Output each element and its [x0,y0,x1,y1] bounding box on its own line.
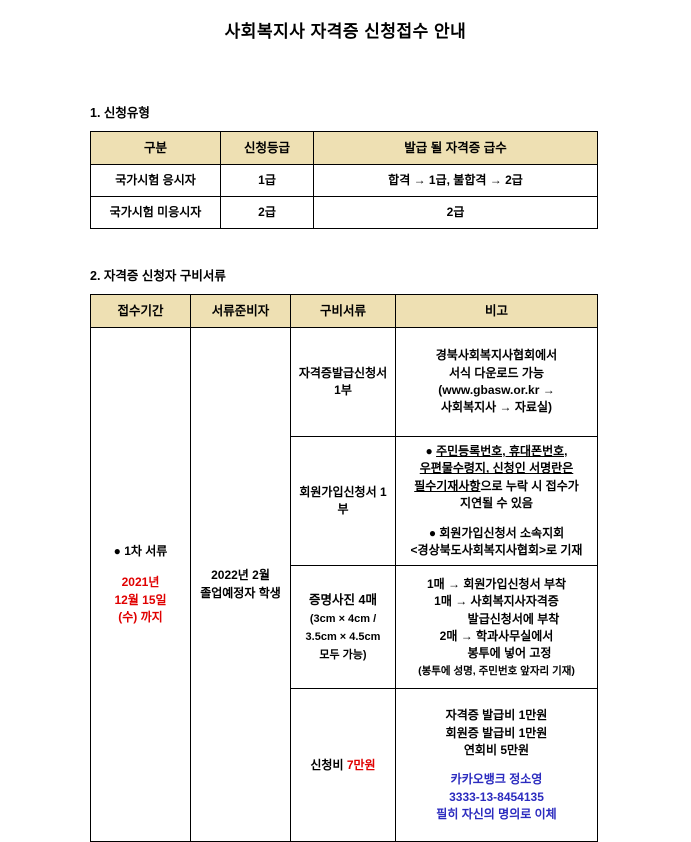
bank-transfer-notice: 필히 자신의 명의로 이체 [436,807,557,822]
period-year: 2021년 [121,575,160,590]
cell-remarks: 1매 → 회원가입신청서 부착 1매 → 사회복지사자격증 발급신청서에 부착 … [395,565,598,690]
page-title: 사회복지사 자격증 신청접수 안내 [224,22,467,41]
fee-detail-line-2: 회원증 발급비 1만원 [445,725,548,740]
remark-underlined-1: 주민등록번호, 휴대폰번호, [436,444,568,458]
column-header-category: 구분 [90,131,221,165]
cell-category: 국가시험 미응시자 [90,196,221,229]
document-size-line-3: 모두 가능) [319,649,367,662]
remark-line-1: ● 주민등록번호, 휴대폰번호, [401,443,592,460]
remark-branch-line-1: ● 회원가입신청서 소속지회 [428,525,565,540]
fee-detail-line-1: 자격증 발급비 1만원 [445,708,548,723]
remark-line-1: 경북사회복지사협회에서 [435,348,558,363]
preparer-line-1: 2022년 2월 [211,568,270,583]
cell-grade: 1급 [220,164,314,197]
cell-remarks: ● 주민등록번호, 휴대폰번호, 우편물수령지, 신청인 서명란은 필수기재사항… [395,435,598,567]
remark-line-3: 필수기재사항으로 누락 시 접수가 [401,478,592,495]
remark-block-branch-office: ● 회원가입신청서 소속지회 <경상북도사회복지사협회>로 기재 [401,525,592,560]
remark-branch-line-2: <경상북도사회복지사협회>로 기재 [410,542,583,557]
table-row: 국가시험 응시자 1급 합격 → 1급, 불합격 → 2급 [90,164,598,197]
bank-account-number: 3333-13-8454135 [449,789,544,804]
remark-underlined-3: 필수기재사항 [414,478,481,493]
column-header-result: 발급 될 자격증 급수 [313,131,598,165]
cell-result: 합격 → 1급, 불합격 → 2급 [313,164,598,197]
remark-spacer [401,513,592,525]
remark-envelope-note: (봉투에 성명, 주민번호 앞자리 기재) [418,664,575,677]
required-documents-table: 접수기간 서류준비자 구비서류 비고 ● 1차 서류 2021년 12월 15일… [90,294,598,842]
period-weekday: (수) 까지 [118,610,163,625]
table-row: 회원가입신청서 1부 ● 주민등록번호, 휴대폰번호, 우편물수령지, 신청인 … [91,435,598,567]
fee-amount: 7만원 [346,757,376,772]
period-spacer [96,560,185,574]
section-heading-required-documents: 2. 자격증 신청자 구비서류 [90,269,226,283]
bullet-mark: ● [425,444,433,458]
document-name-main: 증명사진 4매 [309,593,377,608]
document-size-line-1: (3cm × 4cm / [309,613,377,626]
remark-line-5: 봉투에 넣어 고정 [467,646,552,661]
preparer-line-2: 졸업예정자 학생 [200,585,281,600]
remark-line-3: 발급신청서에 부착 [467,611,560,626]
fee-label: 신청비 [310,757,344,772]
cell-category: 국가시험 응시자 [90,164,221,197]
period-date: 12월 15일 [114,592,167,607]
cell-remarks: 경북사회복지사협회에서 서식 다운로드 가능 (www.gbasw.or.kr … [395,327,598,437]
application-type-table: 구분 신청등급 발급 될 자격증 급수 국가시험 응시자 1급 합격 → 1급,… [90,131,598,229]
cell-document-preparer: 2022년 2월 졸업예정자 학생 [190,326,291,842]
cell-document-name: 회원가입신청서 1부 [290,435,396,567]
column-header-documents: 구비서류 [290,294,396,328]
bank-name-line: 카카오뱅크 정소영 [450,772,543,787]
remark-line-4: 지연될 수 있음 [460,496,533,511]
table-row: ● 1차 서류 2021년 12월 15일 (수) 까지 2022년 2월 졸업… [90,326,598,842]
fee-detail-line-3: 연회비 5만원 [463,742,530,757]
period-stage: ● 1차 서류 [113,543,168,558]
table-row: 증명사진 4매 (3cm × 4cm / 3.5cm × 4.5cm 모두 가능… [91,565,598,690]
table-row: 국가시험 미응시자 2급 2급 [90,196,598,229]
fee-spacer [401,759,592,771]
column-header-grade: 신청등급 [220,131,314,165]
cell-result: 2급 [313,196,598,229]
cell-remarks: 자격증 발급비 1만원 회원증 발급비 1만원 연회비 5만원 카카오뱅크 정소… [395,688,598,842]
table-header-row: 접수기간 서류준비자 구비서류 비고 [90,294,598,328]
cell-document-name: 자격증발급신청서 1부 [290,327,396,437]
cell-submission-period: ● 1차 서류 2021년 12월 15일 (수) 까지 [90,326,191,842]
document-page: 사회복지사 자격증 신청접수 안내 1. 신청유형 구분 신청등급 발급 될 자… [90,22,598,842]
remark-line-4: 사회복지사 → 자료실) [441,400,552,415]
column-header-period: 접수기간 [90,294,191,328]
remark-block-required-fields: ● 주민등록번호, 휴대폰번호, 우편물수령지, 신청인 서명란은 필수기재사항… [401,443,592,513]
section-heading-application-type: 1. 신청유형 [90,106,150,120]
remark-tail-3: 으로 누락 시 접수가 [480,478,579,493]
table-header-row: 구분 신청등급 발급 될 자격증 급수 [90,131,598,165]
remark-underlined-2: 우편물수령지, 신청인 서명란은 [419,461,574,476]
column-header-preparer: 서류준비자 [190,294,291,328]
document-size-line-2: 3.5cm × 4.5cm [305,631,381,644]
remark-line-3: (www.gbasw.or.kr → [438,383,555,397]
cell-document-name: 신청비 7만원 [290,688,396,842]
remark-line-2: 1매 → 사회복지사자격증 [434,594,559,609]
cell-grade: 2급 [220,196,314,229]
column-header-remarks: 비고 [395,294,598,328]
remark-line-4: 2매 → 학과사무실에서 [439,628,554,643]
cell-document-name: 증명사진 4매 (3cm × 4cm / 3.5cm × 4.5cm 모두 가능… [290,565,396,690]
remark-line-2: 서식 다운로드 가능 [449,365,544,380]
remark-line-1: 1매 → 회원가입신청서 부착 [426,576,567,591]
